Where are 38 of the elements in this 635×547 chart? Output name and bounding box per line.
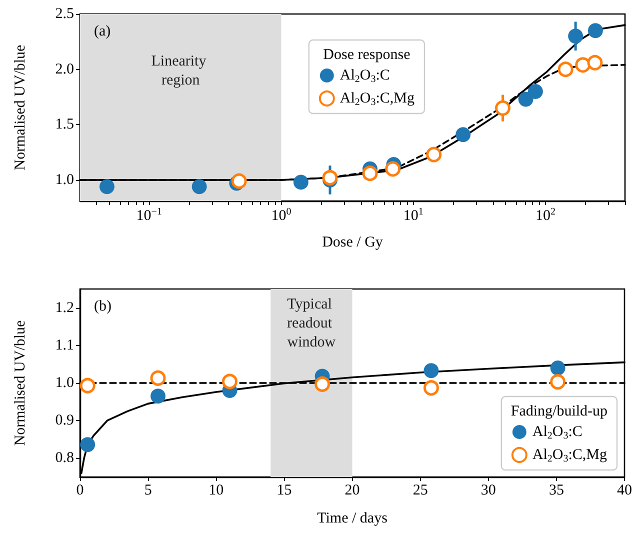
x-axis-title: Time / days <box>317 510 388 526</box>
point <box>424 363 439 378</box>
annotation: (b) <box>94 298 112 314</box>
x-tick-label: 30 <box>480 482 496 498</box>
x-tick-label: 5 <box>144 482 152 498</box>
x-axis-title: Dose / Gy <box>322 234 384 250</box>
point <box>150 388 166 404</box>
y-tick-label: 0.9 <box>55 412 74 429</box>
legend-title: Dose response <box>323 46 411 63</box>
point <box>423 380 439 396</box>
point <box>80 378 96 394</box>
y-tick-label: 1.0 <box>55 375 74 391</box>
band-label: Linearity region <box>151 54 210 88</box>
x-tick-label: 20 <box>344 482 360 498</box>
y-tick-label: 1.0 <box>55 172 74 188</box>
y-tick-label: 0.8 <box>55 450 74 466</box>
x-tick-label: 40 <box>617 482 632 498</box>
legend-title: Fading/build-up <box>510 403 608 420</box>
x-tick-label: 10 <box>208 482 224 498</box>
band-label: Typical readout window <box>287 296 336 350</box>
x-tick-label: 0 <box>76 482 84 498</box>
y-tick-label: 1.2 <box>55 300 74 316</box>
y-tick-label: 1.5 <box>55 116 74 133</box>
point <box>222 374 238 390</box>
y-tick-label: 2.5 <box>55 6 74 22</box>
point <box>150 370 166 386</box>
y-axis-title: Normalised UV/blue <box>12 44 28 170</box>
point <box>80 437 96 452</box>
x-tick-label: 15 <box>276 482 292 498</box>
y-tick-label: 2.0 <box>55 61 74 78</box>
y-axis-title: Normalised UV/blue <box>12 320 28 446</box>
x-tick-label: 35 <box>548 482 564 498</box>
point <box>550 374 566 390</box>
point <box>550 360 566 376</box>
annotation: (a) <box>94 24 111 40</box>
y-tick-label: 1.1 <box>55 337 74 354</box>
x-tick-label: 25 <box>412 482 428 498</box>
point <box>314 376 330 392</box>
